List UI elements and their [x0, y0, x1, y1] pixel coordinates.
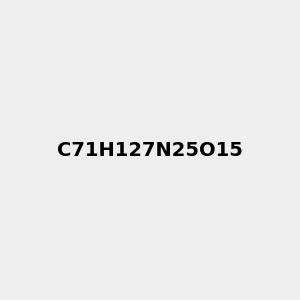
Text: C71H127N25O15: C71H127N25O15	[57, 140, 243, 160]
